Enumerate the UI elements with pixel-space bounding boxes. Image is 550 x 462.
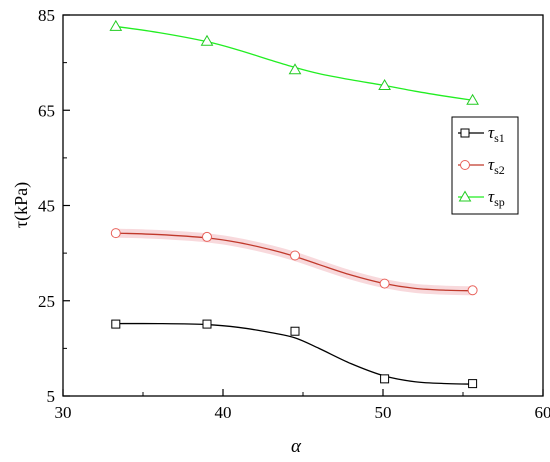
data-point-series-2 xyxy=(288,63,302,75)
fit-line-series-1 xyxy=(115,232,473,292)
data-markers xyxy=(109,19,479,389)
axes: 30 40 50 60 5 25 45 65 85 xyxy=(38,6,550,422)
x-tick-label: 50 xyxy=(375,403,392,422)
data-point-series-1 xyxy=(290,250,300,261)
x-axis-label: α xyxy=(291,436,302,457)
data-point-series-0 xyxy=(290,326,300,336)
data-point-series-1 xyxy=(202,231,212,242)
x-tick-label: 60 xyxy=(535,403,550,422)
data-point-series-0 xyxy=(380,374,390,384)
y-tick-label: 25 xyxy=(38,292,55,311)
data-point-series-1 xyxy=(110,228,121,239)
y-tick-label: 85 xyxy=(38,6,55,25)
y-tick-label: 65 xyxy=(38,101,55,120)
legend: τs1 τs2 τsp xyxy=(451,116,519,215)
x-tick-label: 40 xyxy=(215,403,232,422)
legend-label-2: τsp xyxy=(488,187,505,209)
y-tick-label: 5 xyxy=(47,387,56,406)
legend-marker-2 xyxy=(458,190,472,202)
data-point-series-1 xyxy=(379,278,390,289)
data-point-series-2 xyxy=(109,19,123,31)
data-point-series-2 xyxy=(200,34,214,46)
y-axis-label: τ(kPa) xyxy=(11,182,32,228)
legend-label-0: τs1 xyxy=(488,123,505,145)
confidence-band-1 xyxy=(111,228,478,296)
data-point-series-2 xyxy=(466,93,479,105)
x-tick-label: 30 xyxy=(55,403,72,422)
data-point-series-0 xyxy=(111,319,121,329)
data-point-series-2 xyxy=(378,78,391,90)
data-point-series-0 xyxy=(202,319,212,329)
legend-marker-1 xyxy=(460,160,470,170)
data-point-series-0 xyxy=(468,379,478,389)
y-tick-label: 45 xyxy=(38,197,55,216)
fit-line-series-2 xyxy=(115,25,473,101)
data-point-series-1 xyxy=(467,285,478,296)
legend-marker-0 xyxy=(460,128,470,138)
legend-label-1: τs2 xyxy=(488,155,505,177)
